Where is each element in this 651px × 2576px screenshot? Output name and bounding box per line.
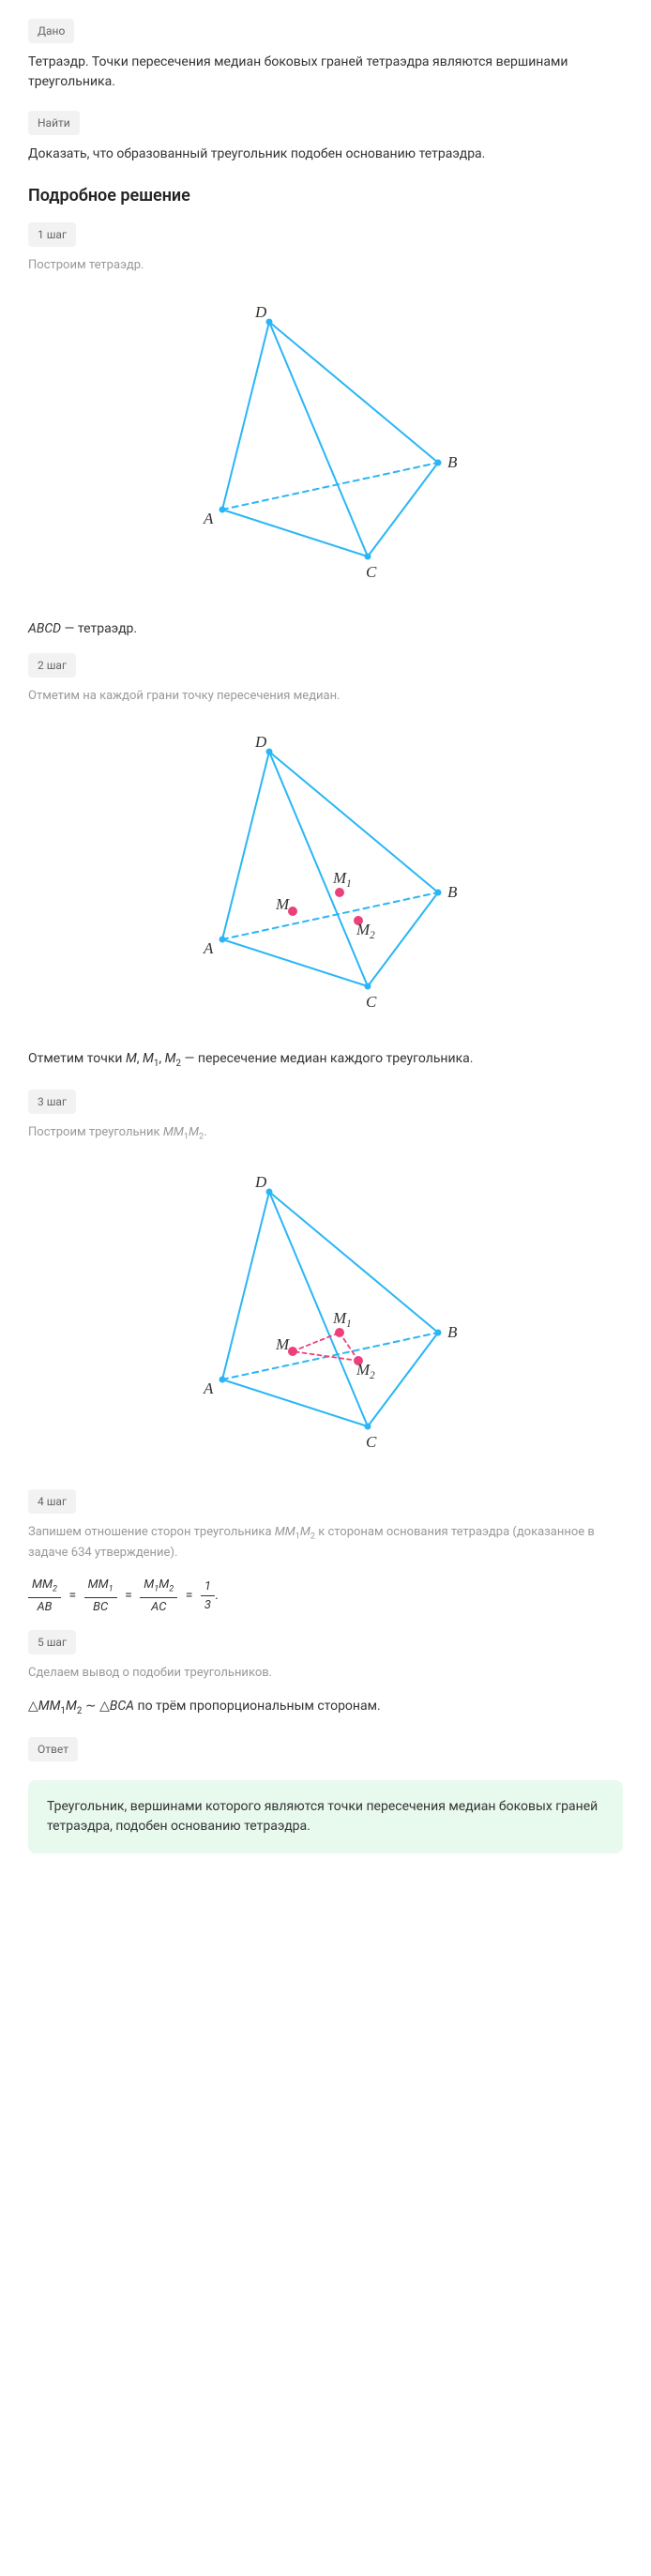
step1-text: Построим тетраэдр.: [28, 256, 623, 275]
step1-badge: 1 шаг: [28, 222, 76, 247]
find-text: Доказать, что образованный треугольник п…: [28, 145, 623, 164]
svg-text:M: M: [275, 895, 290, 913]
step5-text: Сделаем вывод о подобии треугольников.: [28, 1664, 623, 1683]
step4-badge: 4 шаг: [28, 1489, 76, 1514]
svg-text:B: B: [447, 883, 458, 901]
similarity-statement: △MM1M2 ∼ △BCA по трём пропорциональным с…: [28, 1697, 623, 1718]
step4-text: Запишем отношение сторон треугольника MM…: [28, 1523, 623, 1562]
svg-text:C: C: [366, 1433, 377, 1451]
diagram-3: A B C D M M1 M2: [28, 1164, 623, 1471]
svg-text:M2: M2: [356, 921, 375, 941]
answer-badge: Ответ: [28, 1737, 78, 1761]
step2-note: Отметим точки M, M1, M2 — пересечение ме…: [28, 1049, 623, 1071]
given-badge: Дано: [28, 19, 74, 43]
tetrahedron-diagram-3: A B C D M M1 M2: [138, 1164, 513, 1464]
svg-text:M: M: [275, 1335, 290, 1353]
svg-text:D: D: [254, 733, 267, 751]
step2-badge: 2 шаг: [28, 653, 76, 678]
abcd-label: ABCD — тетраэдр.: [28, 619, 623, 639]
answer-box: Треугольник, вершинами которого являются…: [28, 1780, 623, 1853]
given-text: Тетраэдр. Точки пересечения медиан боков…: [28, 53, 623, 92]
svg-text:A: A: [203, 1379, 214, 1397]
find-badge: Найти: [28, 111, 80, 135]
svg-text:A: A: [203, 939, 214, 957]
svg-text:C: C: [366, 993, 377, 1011]
tetrahedron-diagram-1: A B C D: [138, 294, 513, 594]
diagram-2: A B C D M M1 M2: [28, 724, 623, 1030]
diagram-1: A B C D: [28, 294, 623, 601]
svg-text:C: C: [366, 563, 377, 581]
svg-text:M1: M1: [332, 869, 352, 890]
svg-text:D: D: [254, 1173, 267, 1191]
svg-text:A: A: [203, 510, 214, 527]
step5-badge: 5 шаг: [28, 1630, 76, 1654]
svg-text:M1: M1: [332, 1309, 352, 1330]
svg-text:B: B: [447, 1323, 458, 1341]
svg-text:B: B: [447, 453, 458, 471]
proportion-equation: MM2AB = MM1BC = M1M2AC = 13.: [28, 1576, 623, 1616]
step2-text: Отметим на каждой грани точку пересечени…: [28, 687, 623, 706]
svg-text:D: D: [254, 303, 267, 321]
step3-text: Построим треугольник MM1M2.: [28, 1123, 623, 1144]
solution-heading: Подробное решение: [28, 183, 623, 208]
step3-badge: 3 шаг: [28, 1090, 76, 1114]
svg-text:M2: M2: [356, 1361, 375, 1381]
tetrahedron-diagram-2: A B C D M M1 M2: [138, 724, 513, 1024]
